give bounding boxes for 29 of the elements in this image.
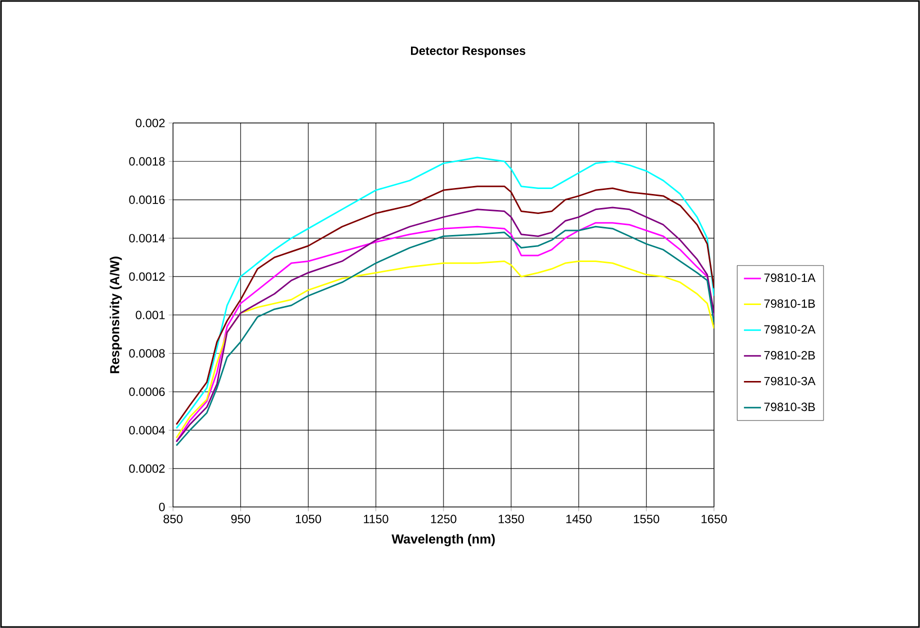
x-axis-title: Wavelength (nm): [392, 534, 495, 546]
y-tick-label: 0: [159, 502, 165, 512]
y-tick-label: 0.0002: [129, 464, 165, 473]
chart-title: Detector Responses: [411, 46, 526, 58]
x-tick-label: 1150: [364, 514, 388, 524]
x-tick-label: 1250: [431, 514, 456, 524]
y-tick-label: 0.0014: [129, 234, 165, 242]
y-tick-label: 0.0006: [129, 388, 165, 396]
legend-label: 79810-1B: [764, 299, 815, 308]
legend-label: 79810-3A: [764, 376, 816, 386]
y-tick-label: 0.0018: [129, 157, 165, 166]
y-tick-label: 0.0008: [129, 349, 165, 358]
y-tick-label: 0.002: [136, 118, 165, 128]
legend-label: 79810-2B: [764, 351, 815, 360]
x-tick-label: 1650: [702, 514, 727, 524]
y-tick-label: 0.001: [136, 310, 165, 320]
x-tick-label: 1050: [296, 514, 322, 524]
legend-label: 79810-2A: [764, 325, 816, 334]
x-tick-label: 850: [164, 514, 183, 524]
x-tick-label: 1350: [498, 514, 524, 524]
y-axis-title: Responsivity (A/W): [110, 256, 122, 374]
y-tick-label: 0.0016: [129, 196, 165, 204]
legend-label: 79810-1A: [764, 274, 816, 282]
x-tick-label: 1450: [566, 514, 592, 524]
x-tick-label: 1550: [634, 514, 660, 524]
legend-label: 79810-3B: [764, 402, 815, 412]
y-tick-label: 0.0012: [129, 272, 165, 281]
y-tick-label: 0.0004: [129, 426, 165, 434]
x-tick-label: 950: [231, 514, 250, 524]
